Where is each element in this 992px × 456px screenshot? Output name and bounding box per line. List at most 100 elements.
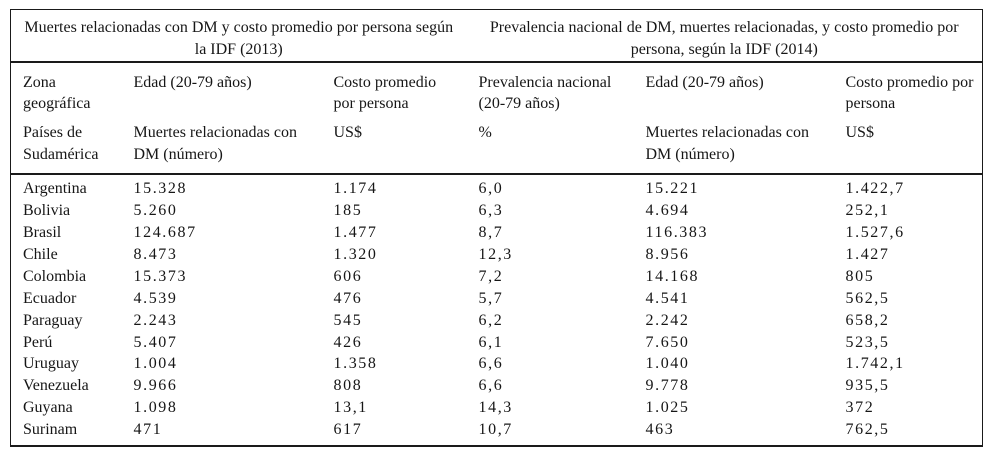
prevalence-2014-cell: 6,3 [478,202,504,220]
country-cell: Bolivia [23,202,71,220]
deaths-2014-cell: 7.650 [645,333,690,351]
section-header-2013: Muertes relacionadas con DM y costo prom… [10,9,467,63]
deaths-2013-cell: 15.373 [133,267,188,285]
prevalence-2014-cell: 12,3 [478,245,513,263]
col-header-zona-geografica: Zona geográfica [23,73,91,113]
deaths-2014-cell: 9.778 [645,377,690,395]
table-row: Perú 5.407 426 6,1 7.650 523,5 [11,332,983,354]
cost-2013-cell: 545 [333,311,363,329]
table-row: Brasil 124.687 1.477 8,7 116.383 1.527,6 [11,222,983,244]
country-cell: Chile [23,245,58,263]
country-cell: Surinam [23,421,78,439]
deaths-2013-cell: 5.407 [133,333,178,351]
cost-2013-cell: 13,1 [333,399,368,417]
table-row: Surinam 471 617 10,7 463 762,5 [11,419,983,446]
country-cell: Ecuador [23,289,77,307]
cost-2014-cell: 252,1 [845,202,890,220]
col-header-costo-2014: Costo promedio por persona [845,73,974,113]
deaths-2013-cell: 15.328 [133,180,188,198]
col-subheader-muertes-2014: Muertes relacionadas con DM (número) [633,115,834,176]
deaths-2013-cell: 1.098 [133,399,178,417]
deaths-2013-cell: 471 [133,421,163,439]
col-header-prevalencia-2014: Prevalencia nacional (20-79 años) [478,73,612,113]
col-subheader-usd-2013: US$ [321,115,467,176]
col-header-costo-2013: Costo promedio por persona [322,62,467,116]
table-row: Paraguay 2.243 545 6,2 2.242 658,2 [11,310,983,332]
prevalence-2014-cell: 7,2 [478,267,504,285]
col-header-edad-2013: Edad (20-79 años) [133,73,252,91]
cost-2014-cell: 935,5 [845,377,890,395]
table-row: Venezuela 9.966 808 6,6 9.778 935,5 [11,375,983,397]
cost-2014-cell: 372 [845,399,875,417]
deaths-2013-cell: 1.004 [133,355,178,373]
cost-2014-cell: 1.422,7 [845,180,905,198]
cost-2013-cell: 1.358 [333,355,378,373]
cost-2014-cell: 562,5 [845,289,890,307]
deaths-2013-cell: 8.473 [133,245,178,263]
cost-2013-cell: 476 [333,289,363,307]
cost-2014-cell: 805 [845,267,875,285]
deaths-2013-cell: 124.687 [133,224,197,241]
cost-2013-cell: 617 [333,421,363,439]
country-cell: Venezuela [23,377,89,395]
cost-2014-cell: 1.527,6 [845,224,905,241]
table-row: Argentina 15.328 1.174 6,0 15.221 1.422,… [11,174,983,200]
deaths-2014-cell: 463 [645,421,675,439]
data-table: Muertes relacionadas con DM y costo prom… [10,9,983,448]
col-subheader-usd-2014: US$ [833,115,983,176]
prevalence-2014-cell: 5,7 [478,289,504,307]
deaths-2013-cell: 4.539 [133,289,178,307]
column-header-row-2: Países de Sudamérica Muertes relacionada… [10,115,983,176]
deaths-2013-cell: 5.260 [133,202,178,220]
cost-2013-cell: 1.174 [333,180,378,198]
prevalence-2014-cell: 6,1 [478,333,504,351]
country-cell: Uruguay [23,355,79,373]
deaths-2014-cell: 4.694 [645,202,690,220]
cost-2014-cell: 762,5 [845,421,890,439]
column-header-row-1: Zona geográfica Edad (20-79 años) Costo … [11,62,983,116]
prevalence-2014-cell: 10,7 [478,421,513,439]
col-subheader-muertes-2013: Muertes relacionadas con DM (número) [121,115,322,176]
deaths-2013-cell: 9.966 [133,377,178,395]
table-row: Ecuador 4.539 476 5,7 4.541 562,5 [11,288,983,310]
section-header-row: Muertes relacionadas con DM y costo prom… [10,9,983,63]
deaths-2014-cell: 116.383 [645,224,709,241]
deaths-2013-cell: 2.243 [133,311,178,329]
prevalence-2014-cell: 6,6 [478,377,504,395]
cost-2014-cell: 1.427 [845,245,890,263]
section-header-2014: Prevalencia nacional de DM, muertes rela… [466,9,983,63]
table-row: Colombia 15.373 606 7,2 14.168 805 [11,266,983,288]
prevalence-2014-cell: 6,2 [478,311,504,329]
prevalence-2014-cell: 6,0 [478,180,504,198]
cost-2013-cell: 808 [333,377,363,395]
deaths-2014-cell: 1.040 [645,355,690,373]
table-row: Chile 8.473 1.320 12,3 8.956 1.427 [11,244,983,266]
prevalence-2014-cell: 6,6 [478,355,504,373]
country-cell: Perú [23,333,53,351]
table-row: Bolivia 5.260 185 6,3 4.694 252,1 [11,200,983,222]
prevalence-2014-cell: 14,3 [478,399,513,417]
col-subheader-paises: Países de Sudamérica [10,115,122,176]
col-header-edad-2014: Edad (20-79 años) [645,73,764,91]
col-header-costo-2013-label: Costo promedio por persona [333,73,437,113]
country-cell: Argentina [23,180,87,198]
deaths-2014-cell: 8.956 [645,245,690,263]
country-cell: Paraguay [23,311,83,329]
cost-2013-cell: 185 [333,202,363,220]
deaths-2014-cell: 15.221 [645,180,700,198]
deaths-2014-cell: 1.025 [645,399,690,417]
table-row: Uruguay 1.004 1.358 6,6 1.040 1.742,1 [11,353,983,375]
cost-2014-cell: 1.742,1 [845,355,905,373]
country-cell: Colombia [23,267,87,285]
cost-2013-cell: 1.320 [333,245,378,263]
cost-2013-cell: 426 [333,333,363,351]
country-cell: Brasil [23,224,62,241]
cost-2013-cell: 606 [333,267,363,285]
deaths-2014-cell: 14.168 [645,267,700,285]
deaths-2014-cell: 2.242 [645,311,690,329]
cost-2014-cell: 658,2 [845,311,890,329]
country-cell: Guyana [23,399,73,417]
table-row: Guyana 1.098 13,1 14,3 1.025 372 [11,397,983,419]
cost-2013-cell: 1.477 [333,224,378,241]
col-subheader-porcentaje-2014: % [466,115,634,176]
